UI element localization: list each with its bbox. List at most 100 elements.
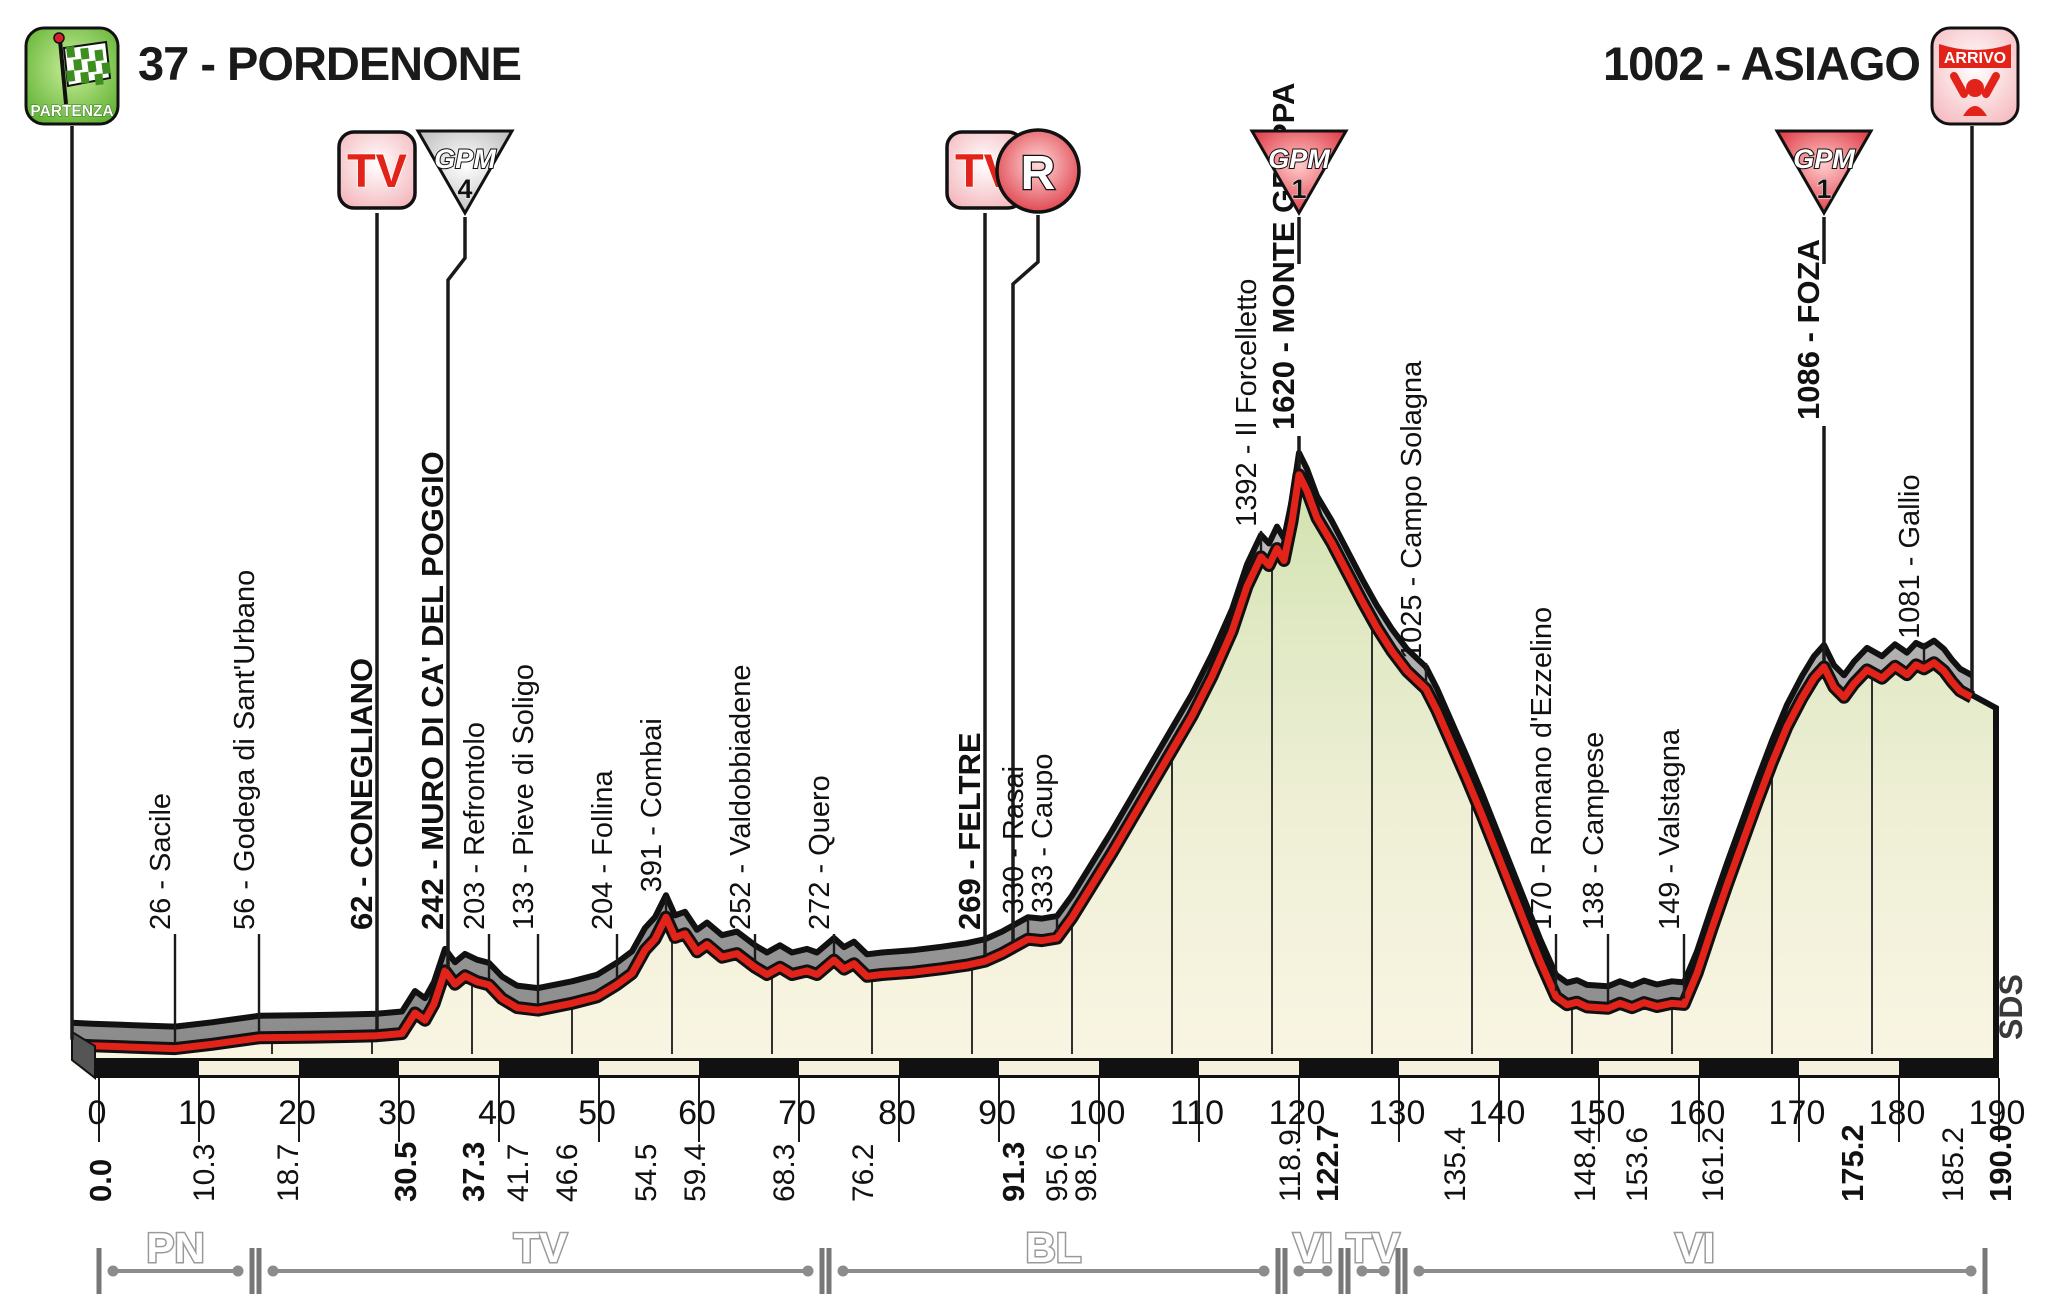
marker-lines <box>70 126 1974 1040</box>
svg-text:ARRIVO: ARRIVO <box>1944 50 2006 67</box>
km-cumulative-label: 37.3 <box>456 1142 491 1202</box>
tv-sprint-icon: TV <box>337 130 417 210</box>
axis-tick-label: 90 <box>978 1094 1016 1132</box>
province-label: BL <box>1026 1224 1082 1271</box>
feed-zone-icon: R <box>995 128 1081 214</box>
sds-mark: SDS <box>1993 974 2029 1040</box>
waypoint-label: 56 - Godega di Sant'Urbano <box>229 570 261 930</box>
axis-tick-label: 160 <box>1669 1094 1726 1132</box>
waypoint-label: 272 - Quero <box>804 775 836 930</box>
axis-tick-label: 40 <box>478 1094 516 1132</box>
waypoint-label: 252 - Valdobbiadene <box>725 664 757 930</box>
axis-tick-label: 70 <box>778 1094 816 1132</box>
svg-text:GPM: GPM <box>434 144 496 174</box>
waypoint-label: 269 - FELTRE <box>952 732 987 930</box>
feed-zone-line <box>1011 215 1040 942</box>
axis-tick-label: 80 <box>878 1094 916 1132</box>
waypoint-label: 170 - Romano d'Ezzelino <box>1526 607 1558 930</box>
waypoint-label: 1392 - Il Forcelletto <box>1231 279 1263 527</box>
waypoint-label: 26 - Sacile <box>145 793 177 930</box>
axis-tick-label: 110 <box>1170 1094 1224 1132</box>
waypoint-label: 333 - Caupo <box>1027 753 1059 913</box>
province-label: TV <box>1346 1224 1400 1271</box>
axis-tick-label: 30 <box>378 1094 416 1132</box>
svg-text:TV: TV <box>347 144 408 197</box>
axis-tick-label: 190 <box>1969 1094 2026 1132</box>
km-cumulative-label: 98.5 <box>1070 1144 1103 1202</box>
waypoint-label: 149 - Valstagna <box>1654 728 1686 930</box>
province-label: PN <box>146 1224 204 1271</box>
svg-text:R: R <box>1021 147 1056 200</box>
axis-tick-label: 170 <box>1769 1094 1826 1132</box>
axis-tick-label: 100 <box>1069 1094 1126 1132</box>
svg-text:GPM: GPM <box>1268 144 1330 174</box>
axis-tick-label: 180 <box>1869 1094 1926 1132</box>
route-line <box>71 468 1999 1081</box>
axis-tick-label: 140 <box>1469 1094 1526 1132</box>
km-axis: 0 10 20 30 40 50 60 70 80 90 100 110 120 130 140 150 160… <box>83 1058 2025 1202</box>
km-cumulative-label: 68.3 <box>768 1144 801 1202</box>
sds-logo: SDS <box>1993 974 2029 1040</box>
km-cumulative-label: 148.4 <box>1569 1127 1602 1202</box>
waypoint-label: 204 - Follina <box>587 770 619 930</box>
waypoint-label: 330 - Rasai <box>998 766 1030 914</box>
waypoint-label: 1086 - FOZA <box>1791 239 1826 420</box>
axis-tick-label: 120 <box>1269 1094 1326 1132</box>
partenza-icon: PARTENZA <box>24 26 120 126</box>
svg-text:1: 1 <box>1816 174 1831 204</box>
axis-tick-label: 130 <box>1369 1094 1426 1132</box>
waypoint-label: 391 - Combai <box>636 718 668 892</box>
km-cumulative-label: 118.9 <box>1274 1129 1307 1202</box>
axis-tick-label: 60 <box>678 1094 716 1132</box>
province-label: VI <box>1675 1224 1715 1271</box>
km-cumulative-label: 59.4 <box>679 1144 712 1202</box>
waypoint-label: 242 - MURO DI CA' DEL POGGIO <box>415 451 450 930</box>
axis-tick-label: 150 <box>1569 1094 1626 1132</box>
svg-text:PARTENZA: PARTENZA <box>30 103 113 120</box>
waypoint-label: 62 - CONEGLIANO <box>344 658 379 930</box>
province-brackets: PN TV BL VI TV VI <box>96 1223 1988 1294</box>
waypoint-label: 138 - Campese <box>1578 732 1610 930</box>
gpm-line <box>446 217 467 969</box>
waypoint-label: 1081 - Gallio <box>1894 474 1926 638</box>
axis-tick-label: 20 <box>278 1094 316 1132</box>
province-label: TV <box>514 1224 568 1271</box>
km-cumulative-label: 175.2 <box>1835 1124 1870 1202</box>
km-cumulative-label: 46.6 <box>551 1144 584 1202</box>
km-cumulative-label: 91.3 <box>996 1142 1031 1202</box>
km-cumulative-label: 30.5 <box>388 1142 423 1202</box>
km-cumulative-label: 54.5 <box>630 1144 663 1202</box>
km-cumulative-label: 122.7 <box>1310 1124 1345 1202</box>
svg-text:1: 1 <box>1291 174 1306 204</box>
km-cumulative-label: 0.0 <box>83 1159 118 1202</box>
waypoint-label: 133 - Pieve di Soligo <box>508 664 540 930</box>
axis-tick-label: 10 <box>178 1094 216 1132</box>
arrivo-icon: ARRIVO <box>1930 26 2020 126</box>
finish-title: 1002 - ASIAGO <box>1603 37 1921 90</box>
km-cumulative-label: 18.7 <box>272 1144 305 1202</box>
km-cumulative-label: 153.6 <box>1621 1127 1654 1202</box>
waypoint-label: 203 - Refrontolo <box>459 722 491 930</box>
km-gridlines <box>171 563 1873 1054</box>
km-cumulative-label: 185.2 <box>1937 1127 1970 1202</box>
axis-tick-label: 50 <box>578 1094 616 1132</box>
km-cumulative-label: 190.0 <box>1983 1124 2018 1202</box>
waypoint-labels: 26 - Sacile 56 - Godega di Sant'Urbano 62 … <box>145 83 1926 1043</box>
axis-tick-label: 0 <box>88 1094 107 1132</box>
start-title: 37 - PORDENONE <box>138 37 522 90</box>
svg-text:4: 4 <box>457 174 472 204</box>
province-label: VI <box>1293 1224 1333 1271</box>
km-cumulative-label: 76.2 <box>847 1144 880 1202</box>
km-cumulative-label: 10.3 <box>188 1144 221 1202</box>
km-cumulative-label: 95.6 <box>1041 1144 1074 1202</box>
waypoint-label: 1025 - Campo Solagna <box>1396 360 1428 659</box>
km-cumulative-label: 161.2 <box>1697 1127 1730 1202</box>
km-cumulative-label: 41.7 <box>502 1144 535 1202</box>
svg-text:GPM: GPM <box>1793 144 1855 174</box>
km-cumulative-label: 135.4 <box>1439 1127 1472 1202</box>
